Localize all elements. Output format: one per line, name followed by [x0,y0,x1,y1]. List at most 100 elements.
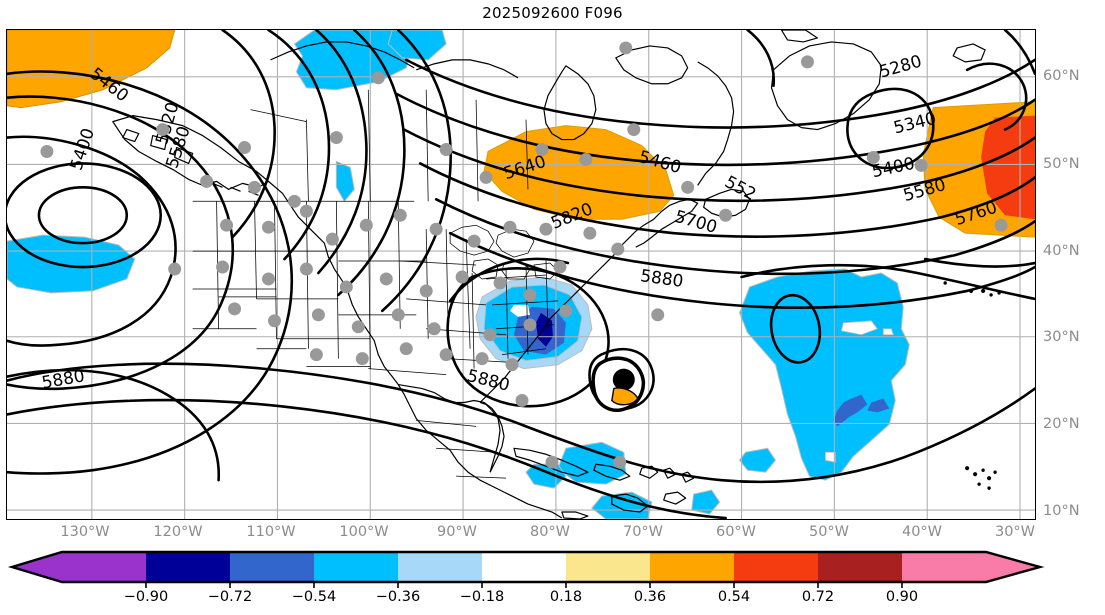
cbar-seg-3 [314,552,398,582]
station-marker [455,270,469,284]
shade-central-atlantic-hole-1 [840,320,878,336]
station-marker [262,220,275,234]
contour-layer [7,30,1035,519]
shade-central-atlantic-hole-3 [825,451,836,463]
lat-label-20n: 20°N [1043,416,1080,432]
shade-caribbean-negative-3 [738,447,777,473]
lat-label-50n: 50°N [1043,156,1080,172]
station-marker [287,194,301,208]
cbar-tick-label-1: −0.72 [207,589,253,605]
station-marker [611,242,625,256]
cbar-seg-7 [650,552,734,582]
station-marker [515,394,529,407]
colorbar-ticks [145,582,903,588]
station-marker [483,328,497,342]
station-marker [553,260,567,274]
lat-label-60n: 60°N [1043,68,1080,84]
map-canvas[interactable]: 5400 5460 5520 5580 5640 5820 5460 552 5… [7,30,1035,519]
station-marker [393,208,407,222]
station-marker [309,348,323,362]
storm-symbol[interactable] [591,356,645,412]
cbar-seg-6 [566,552,650,582]
lat-label-10n: 10°N [1043,503,1080,519]
station-marker [228,302,242,316]
page-title: 2025092600 F096 [482,4,623,22]
station-marker [475,352,489,366]
cbar-tick-label-5: 0.18 [549,589,583,605]
lat-label-40n: 40°N [1043,243,1080,259]
lat-label-30n: 30°N [1043,329,1080,345]
station-marker [479,170,493,184]
station-marker [559,304,573,318]
cbar-seg-0 [62,552,146,582]
contour-label-5700: 5700 [673,206,720,237]
station-marker [299,262,313,276]
station-marker [419,284,433,298]
map-panel[interactable]: 5400 5460 5520 5580 5640 5820 5460 552 5… [6,29,1036,520]
colorbar-canvas[interactable] [0,548,1105,588]
shade-central-atlantic-negative-core [833,394,890,427]
lon-label-70w: 70°W [622,524,664,540]
shade-great-lakes-northeast-positive [483,125,675,220]
lon-label-100w: 100°W [339,524,389,540]
station-marker [267,314,281,328]
station-marker [523,318,537,332]
shade-caribbean-negative-5 [691,489,721,515]
cbar-tick-label-7: 0.54 [717,589,751,605]
station-marker [391,308,405,322]
contour-label-5880-b: 5880 [465,365,512,395]
coastline-layer [112,30,1001,519]
station-marker [583,226,597,240]
lon-label-90w: 90°W [436,524,478,540]
shade-pacific-northwest-negative [7,234,136,294]
station-marker [311,308,325,322]
station-marker [866,151,880,164]
cbar-extend-max [986,552,1040,582]
lon-label-120w: 120°W [153,524,203,540]
shade-central-atlantic-hole-2 [882,328,894,336]
colorbar-segments [12,552,1040,582]
colorbar-outline [7,550,1045,584]
lon-label-60w: 60°W [715,524,757,540]
station-marker [262,272,275,286]
station-marker [216,260,230,274]
station-marker [505,358,519,372]
station-marker [439,143,453,156]
shade-carolinas-hole [510,304,530,317]
station-marker [40,145,54,158]
cbar-seg-8 [734,552,818,582]
cbar-tick-label-3: −0.36 [375,589,421,605]
station-marker [248,180,262,194]
lon-label-130w: 130°W [60,524,110,540]
cbar-tick-label-6: 0.36 [633,589,667,605]
shade-pacific-sliver [335,160,355,203]
station-marker [619,41,633,55]
storm-positive-lobe [611,387,639,406]
shade-north-canada-negative-2 [387,30,447,61]
cbar-tick-label-2: −0.54 [291,589,337,605]
station-marker [299,204,313,218]
station-marker [325,232,339,246]
station-marker [220,218,234,232]
station-marker [467,234,481,248]
station-marker [399,342,413,356]
station-marker [523,288,537,302]
station-marker-layer[interactable] [40,41,1008,469]
station-marker [493,276,507,290]
cbar-seg-1 [146,552,230,582]
colorbar[interactable]: −0.90 −0.72 −0.54 −0.36 −0.18 0.18 0.36 … [0,548,1105,615]
station-marker [681,180,695,194]
station-marker [351,320,365,334]
cbar-extend-min [12,552,62,582]
lon-label-80w: 80°W [529,524,571,540]
cbar-seg-10 [902,552,986,582]
station-marker [339,280,353,294]
cbar-tick-label-8: 0.72 [801,589,835,605]
station-marker [719,208,733,222]
lon-label-50w: 50°W [808,524,850,540]
station-marker [800,55,814,69]
anomaly-shading-layer [7,30,1035,519]
station-marker [238,141,252,154]
cbar-tick-label-9: 0.90 [885,589,919,605]
